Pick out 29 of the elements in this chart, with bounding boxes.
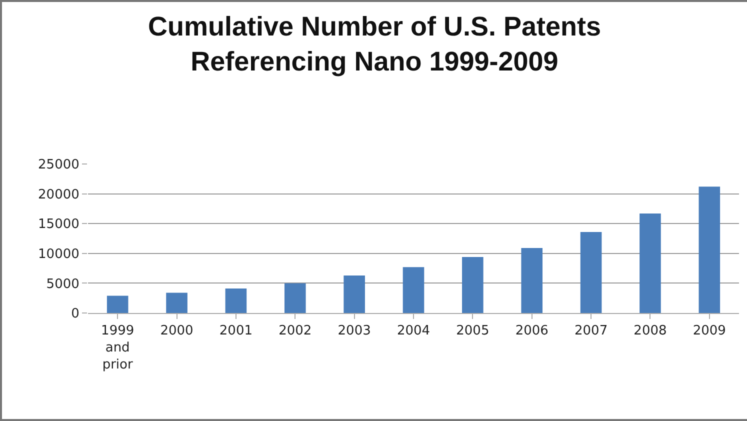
bar: [284, 283, 306, 313]
bar: [166, 292, 188, 313]
bar: [225, 288, 247, 313]
bar: [640, 213, 661, 313]
y-tick-label: 15000: [38, 217, 80, 232]
x-tick-label: 2003: [338, 324, 371, 339]
bar: [580, 232, 602, 313]
bar: [344, 275, 365, 313]
bar: [402, 267, 424, 313]
bar: [698, 186, 720, 313]
x-tick-label: 2005: [456, 324, 490, 339]
y-tick-label: 25000: [38, 158, 80, 173]
bar: [521, 248, 543, 313]
y-tick-label: 10000: [38, 246, 80, 262]
x-tick-label: 2001: [219, 324, 252, 339]
x-tick-label: 2004: [396, 324, 430, 339]
bar: [106, 296, 128, 313]
bar: [462, 256, 484, 313]
y-tick-label: 20000: [38, 187, 80, 202]
x-tick-label: 1999 and prior: [101, 324, 134, 372]
x-tick-label: 2008: [634, 324, 667, 339]
x-tick-label: 2006: [515, 324, 548, 339]
y-tick-label: 0: [71, 306, 80, 322]
x-tick-label: 2002: [278, 324, 312, 339]
x-tick-label: 2009: [692, 324, 726, 339]
chart-title: Cumulative Number of U.S. Patents Referencing Nano 1999-2009: [148, 11, 602, 76]
x-tick-label: 2007: [574, 324, 608, 339]
x-tick-label: 2000: [160, 324, 194, 339]
y-tick-label: 5000: [46, 276, 80, 292]
